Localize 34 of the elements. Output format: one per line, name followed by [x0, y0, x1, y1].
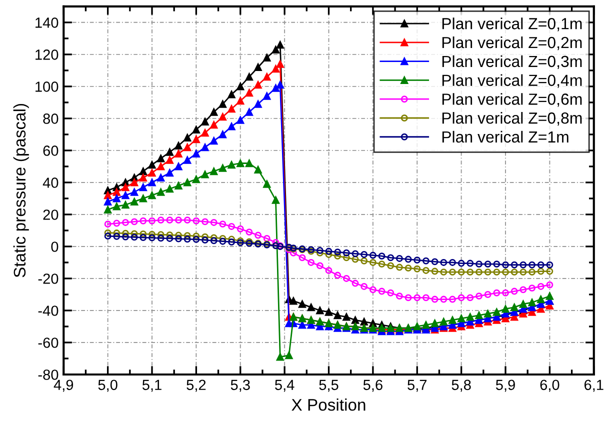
x-axis-title: X Position	[292, 398, 366, 411]
y-tick-label: -60	[38, 338, 58, 348]
legend-label: Plan verical Z=0,8m	[442, 112, 582, 126]
x-tick-label: 5,8	[452, 380, 471, 392]
y-tick-label: 40	[42, 178, 58, 188]
x-tick-label: 5,9	[496, 380, 515, 392]
legend-label: Plan verical Z=0,6m	[442, 93, 582, 107]
legend-label: Plan verical Z=0,4m	[442, 74, 582, 88]
legend-label: Plan verical Z=0,2m	[442, 36, 582, 50]
y-tick-label: 80	[43, 114, 58, 124]
x-tick-label: 4,9	[54, 380, 74, 392]
y-tick-label: 60	[43, 146, 58, 156]
x-tick-label: 6,1	[584, 380, 604, 392]
x-tick-label: 5,2	[186, 380, 206, 392]
x-tick-label: 5,3	[230, 380, 250, 392]
legend-label: Plan verical Z=1m	[442, 130, 568, 143]
y-tick-label: -80	[38, 370, 58, 380]
y-tick-label: 0	[51, 242, 58, 252]
x-tick-label: 5,0	[98, 380, 118, 392]
x-tick-label: 5,6	[363, 380, 382, 392]
legend-label: Plan verical Z=0,1m	[442, 18, 582, 32]
y-tick-label: -20	[38, 274, 58, 284]
y-axis-title: Static pressure (pascal)	[13, 104, 29, 278]
y-tick-label: 140	[36, 18, 58, 28]
y-tick-label: 100	[36, 82, 58, 92]
y-tick-label: 120	[36, 50, 58, 60]
x-tick-label: 5,7	[408, 380, 427, 392]
y-tick-label: 20	[43, 210, 58, 220]
x-tick-label: 5,1	[142, 380, 162, 392]
x-tick-label: 6,0	[540, 380, 560, 392]
x-tick-label: 5,5	[319, 380, 338, 392]
legend-label: Plan verical Z=0,3m	[442, 55, 582, 69]
x-tick-label: 5,4	[275, 380, 294, 392]
y-tick-label: -40	[38, 306, 58, 316]
